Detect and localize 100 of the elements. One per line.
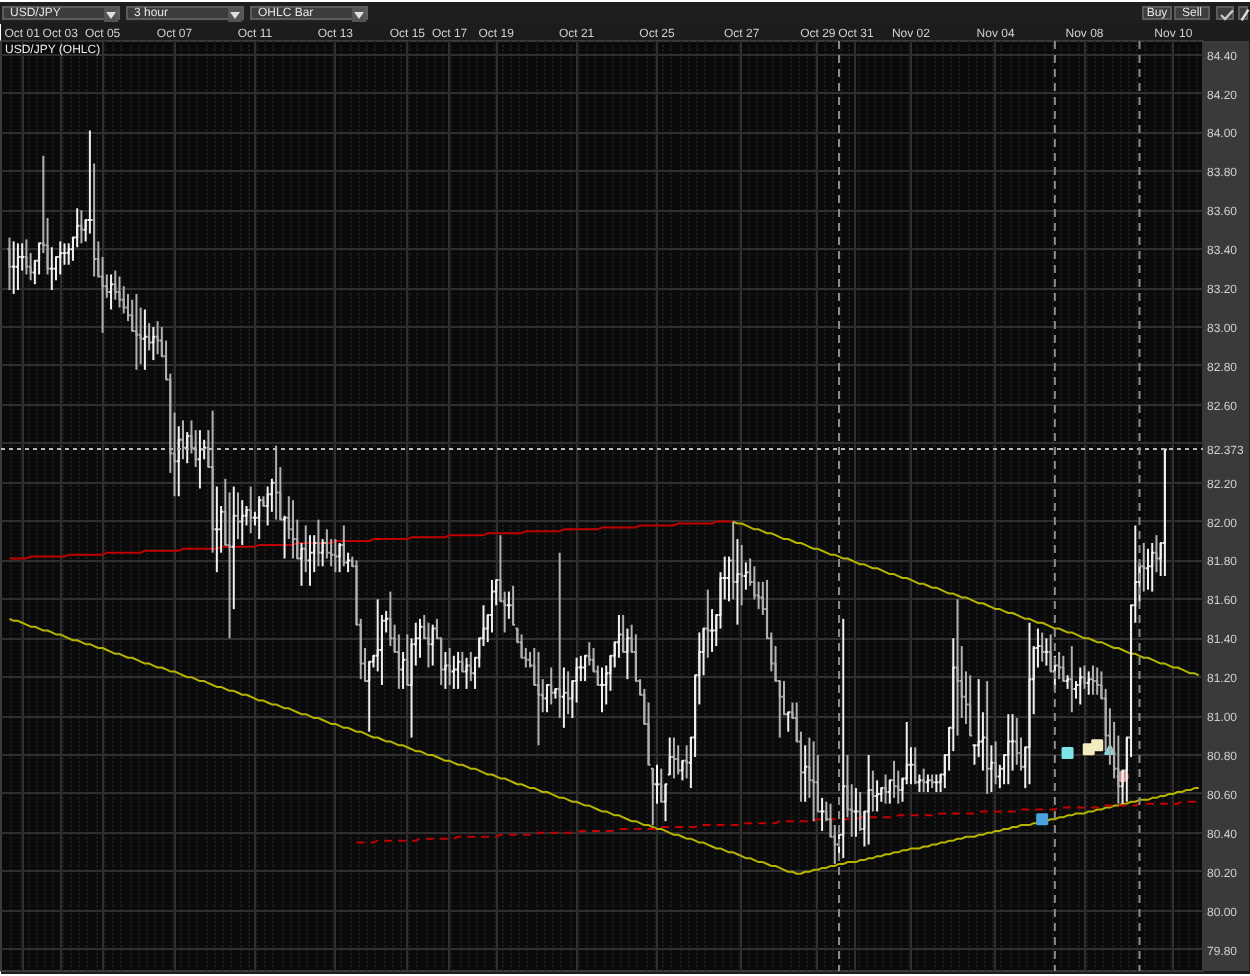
- candlestick: [1162, 448, 1168, 578]
- candlestick: [857, 791, 864, 832]
- candlestick: [36, 242, 42, 276]
- candlestick: [154, 320, 161, 356]
- candlestick: [184, 431, 191, 465]
- candlestick: [967, 674, 974, 737]
- candlestick: [175, 425, 182, 498]
- point: [1061, 747, 1074, 760]
- candlestick: [74, 207, 81, 249]
- point: [1036, 813, 1049, 826]
- candlestick: [23, 238, 30, 276]
- candlestick: [891, 759, 897, 799]
- candlestick: [865, 754, 872, 846]
- candlestick: [522, 647, 529, 669]
- line-series: [732, 520, 1200, 677]
- candlestick: [455, 650, 461, 690]
- candlestick: [150, 326, 157, 362]
- candlestick: [235, 491, 241, 541]
- candlestick: [1140, 541, 1147, 593]
- candlestick: [197, 429, 203, 490]
- candlestick: [442, 650, 449, 690]
- candlestick: [582, 654, 588, 683]
- line-series: [8, 617, 1200, 875]
- candlestick: [510, 584, 517, 626]
- candlestick: [751, 565, 758, 601]
- candlestick: [1043, 637, 1050, 667]
- candlestick: [1013, 717, 1020, 766]
- candlestick: [912, 746, 919, 786]
- candlestick: [116, 275, 123, 309]
- candlestick: [450, 654, 457, 690]
- candlestick: [819, 796, 825, 832]
- candlestick: [91, 162, 98, 278]
- candlestick: [1005, 713, 1012, 786]
- candlestick: [395, 633, 402, 690]
- candlestick: [785, 711, 792, 733]
- candlestick: [535, 650, 542, 747]
- candlestick: [307, 534, 313, 587]
- candlestick: [869, 769, 876, 813]
- candlestick: [662, 783, 669, 823]
- candlestick: [675, 744, 682, 776]
- candlestick: [429, 623, 436, 667]
- candlestick: [366, 660, 373, 733]
- candlestick: [810, 740, 817, 823]
- candlestick: [726, 555, 732, 603]
- candlestick: [903, 720, 910, 786]
- candlestick: [340, 524, 347, 568]
- candlestick: [315, 518, 322, 568]
- candlestick: [336, 541, 343, 574]
- candlestick: [565, 670, 572, 716]
- candlestick: [1060, 654, 1067, 683]
- candlestick: [142, 308, 148, 371]
- candlestick: [616, 613, 622, 659]
- candlestick: [332, 538, 339, 574]
- candlestick: [802, 744, 809, 803]
- candlestick: [57, 240, 64, 276]
- candlestick: [6, 236, 13, 292]
- candlestick: [239, 499, 246, 546]
- candlestick: [146, 322, 153, 352]
- candlestick: [1094, 666, 1101, 696]
- candlestick: [417, 617, 423, 659]
- candlestick: [671, 736, 677, 780]
- candlestick: [988, 744, 995, 793]
- candlestick: [10, 240, 17, 295]
- candlestick: [290, 499, 296, 560]
- candlestick: [730, 520, 737, 601]
- candlestick: [654, 763, 660, 805]
- candlestick: [1145, 547, 1151, 591]
- candlestick: [298, 541, 305, 587]
- candlestick: [518, 633, 525, 659]
- candlestick: [594, 664, 601, 686]
- candlestick: [345, 551, 351, 574]
- candlestick: [679, 759, 686, 782]
- candlestick: [1039, 631, 1046, 663]
- candlestick: [743, 561, 749, 591]
- candlestick: [840, 617, 847, 860]
- candlestick: [505, 590, 512, 620]
- candlestick: [65, 242, 72, 266]
- candlestick: [112, 269, 119, 301]
- candlestick: [666, 736, 673, 776]
- candlestick: [459, 650, 466, 673]
- candlestick: [599, 666, 605, 714]
- candlestick: [48, 246, 55, 292]
- candlestick: [586, 641, 593, 667]
- candlestick: [1149, 541, 1156, 593]
- candlestick: [895, 769, 902, 805]
- candlestick: [704, 588, 711, 659]
- line-series: [355, 800, 1200, 844]
- candlestick: [86, 129, 93, 235]
- candlestick: [489, 578, 495, 634]
- candlestick: [658, 767, 665, 803]
- candlestick: [992, 740, 999, 786]
- candlestick: [108, 273, 114, 311]
- candlestick: [387, 590, 394, 648]
- candlestick: [1026, 621, 1033, 786]
- candlestick: [886, 779, 893, 805]
- candlestick: [853, 787, 859, 838]
- point: [1091, 739, 1104, 752]
- candlestick: [1085, 670, 1092, 696]
- candlestick: [624, 627, 631, 681]
- candlestick: [467, 650, 474, 683]
